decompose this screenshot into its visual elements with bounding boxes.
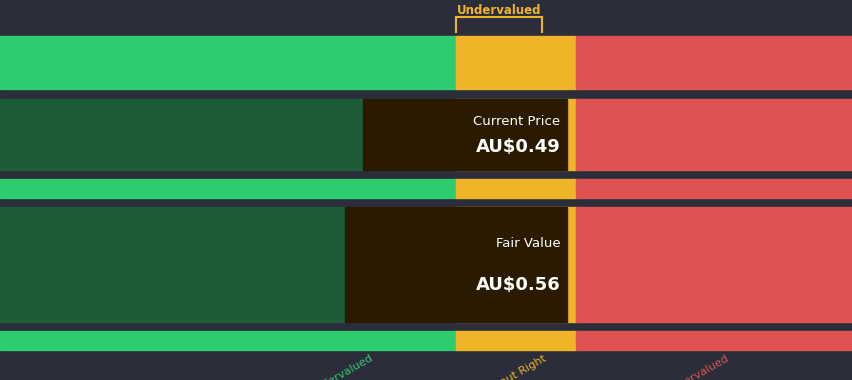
Text: About Right: About Right <box>486 353 548 380</box>
Text: Current Price: Current Price <box>473 115 560 128</box>
Text: AU$0.56: AU$0.56 <box>475 276 560 294</box>
Bar <box>575 36 852 89</box>
Bar <box>456 207 575 322</box>
Text: 20% Overvalued: 20% Overvalued <box>644 353 729 380</box>
Bar <box>0 36 456 89</box>
Text: Undervalued: Undervalued <box>457 4 541 17</box>
Bar <box>575 207 852 322</box>
Bar <box>456 36 575 89</box>
Bar <box>345 207 567 322</box>
Text: 20% Undervalued: 20% Undervalued <box>283 353 374 380</box>
Bar <box>575 331 852 350</box>
Text: AU$0.49: AU$0.49 <box>475 138 560 156</box>
Text: 11.5%: 11.5% <box>465 0 532 2</box>
Bar <box>0 99 456 170</box>
Bar <box>0 179 456 198</box>
Bar <box>456 99 575 170</box>
Bar <box>575 99 852 170</box>
Bar <box>456 179 575 198</box>
Bar <box>0 331 456 350</box>
Bar <box>575 179 852 198</box>
Bar <box>362 99 567 170</box>
Text: Fair Value: Fair Value <box>495 238 560 250</box>
Bar <box>456 331 575 350</box>
Bar <box>0 207 456 322</box>
